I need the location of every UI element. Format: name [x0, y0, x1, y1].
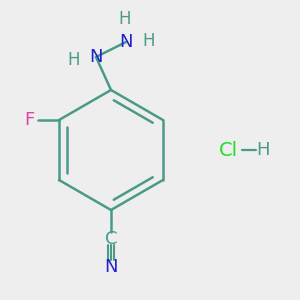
Text: F: F	[24, 111, 34, 129]
Text: H: H	[118, 11, 131, 28]
Text: C: C	[105, 230, 117, 247]
Text: N: N	[104, 258, 118, 276]
Text: H: H	[256, 141, 269, 159]
Text: H: H	[142, 32, 155, 50]
Text: N: N	[89, 48, 103, 66]
Text: H: H	[67, 51, 80, 69]
Text: N: N	[119, 33, 133, 51]
Text: Cl: Cl	[218, 140, 238, 160]
